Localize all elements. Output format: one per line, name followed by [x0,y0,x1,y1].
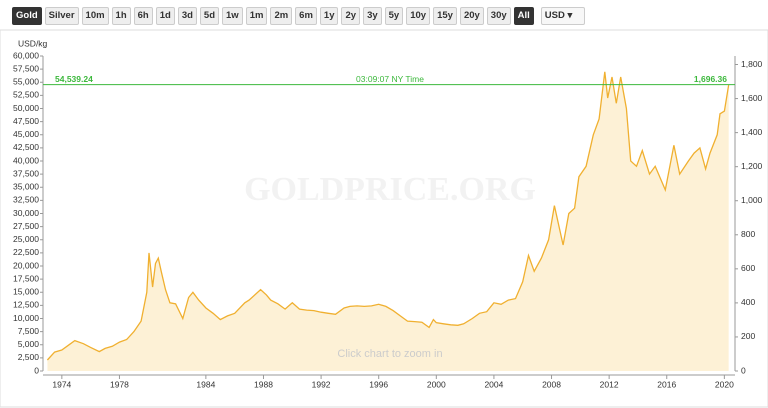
x-tick-label: 1974 [52,379,71,389]
y-tick-label: 30,000 [13,208,39,218]
x-tick-label: 1988 [254,379,273,389]
y-tick-label: 55,000 [13,77,39,87]
range-button[interactable]: 10y [406,7,431,25]
y-tick-label: 50,000 [13,103,39,113]
toolbar: Gold Silver 10m 1h 6h 1d 3d 5d 1w 1m 2m 6m 1y 2y 3y 5y 1… [12,7,585,25]
y2-tick-label: 1,000 [741,195,763,205]
metal-button[interactable]: Silver [44,7,79,25]
range-button[interactable]: 2y [341,7,361,25]
zoom-hint: Click chart to zoom in [337,348,442,360]
y-tick-label: 40,000 [13,155,39,165]
current-price-oz: 1,696.36 [694,74,727,84]
x-tick-label: 1996 [369,379,388,389]
x-tick-label: 1992 [312,379,331,389]
y-tick-label: 20,000 [13,260,39,270]
y-tick-label: 57,500 [13,63,39,73]
y2-tick-label: 800 [741,229,755,239]
range-button[interactable]: 1y [319,7,339,25]
y-tick-label: 25,000 [13,234,39,244]
y-tick-label: 35,000 [13,182,39,192]
y2-tick-label: 0 [741,365,746,375]
range-button[interactable]: 6m [295,7,317,25]
y2-tick-label: 400 [741,297,755,307]
x-tick-label: 2000 [427,379,446,389]
y2-tick-label: 1,600 [741,93,763,103]
y-tick-label: 5,000 [18,339,40,349]
y2-tick-label: 200 [741,331,755,341]
range-button[interactable]: 20y [459,7,484,25]
x-tick-label: 2008 [542,379,561,389]
y-tick-label: 22,500 [13,247,39,257]
current-time: 03:09:07 NY Time [356,74,424,84]
watermark: GOLDPRICE.ORG [244,171,536,208]
y-tick-label: 2,500 [18,352,40,362]
range-button[interactable]: 2m [270,7,293,25]
y-tick-label: 42,500 [13,142,39,152]
current-price-kg: 54,539.24 [55,74,93,84]
y-tick-label: 60,000 [13,50,39,60]
range-button[interactable]: 3d [177,7,197,25]
metal-button[interactable]: Gold [12,7,42,25]
y-axis-label: USD/kg [18,38,48,48]
y-tick-label: 32,500 [13,195,39,205]
range-button[interactable]: 1w [222,7,243,25]
range-button[interactable]: 1m [245,7,268,25]
range-button[interactable]: 1d [155,7,175,25]
range-button[interactable]: 30y [486,7,511,25]
y-tick-label: 37,500 [13,168,39,178]
price-line [46,71,730,361]
y2-tick-label: 600 [741,263,755,273]
range-button[interactable]: 5d [199,7,220,25]
y-tick-label: 17,500 [13,273,39,283]
y-tick-label: 47,500 [13,116,39,126]
y-tick-label: 15,000 [13,287,39,297]
y2-tick-label: 1,200 [741,161,763,171]
y2-tick-label: 1,800 [741,59,763,69]
range-button[interactable]: 5y [384,7,404,25]
x-tick-label: 2020 [715,379,734,389]
x-tick-label: 2004 [484,379,503,389]
range-button[interactable]: 3y [363,7,382,25]
y-tick-label: 52,500 [13,90,39,100]
y-tick-label: 0 [34,365,39,375]
y-tick-label: 7,500 [18,326,40,336]
y-tick-label: 45,000 [13,129,39,139]
currency-select[interactable]: USD ▾ [540,7,585,25]
price-area [47,71,729,372]
x-tick-label: 2016 [657,379,676,389]
range-button[interactable]: 10m [81,7,109,25]
range-button[interactable]: 1h [111,7,131,25]
x-tick-label: 1978 [110,379,129,389]
chart-frame [0,29,768,408]
range-button[interactable]: All [513,7,534,25]
x-tick-label: 2012 [600,379,619,389]
y-tick-label: 10,000 [13,313,39,323]
x-tick-label: 1984 [196,379,215,389]
y-tick-label: 27,500 [13,221,39,231]
y-tick-label: 12,500 [13,300,39,310]
y2-tick-label: 1,400 [741,127,763,137]
range-button[interactable]: 15y [433,7,457,25]
range-button[interactable]: 6h [133,7,153,25]
